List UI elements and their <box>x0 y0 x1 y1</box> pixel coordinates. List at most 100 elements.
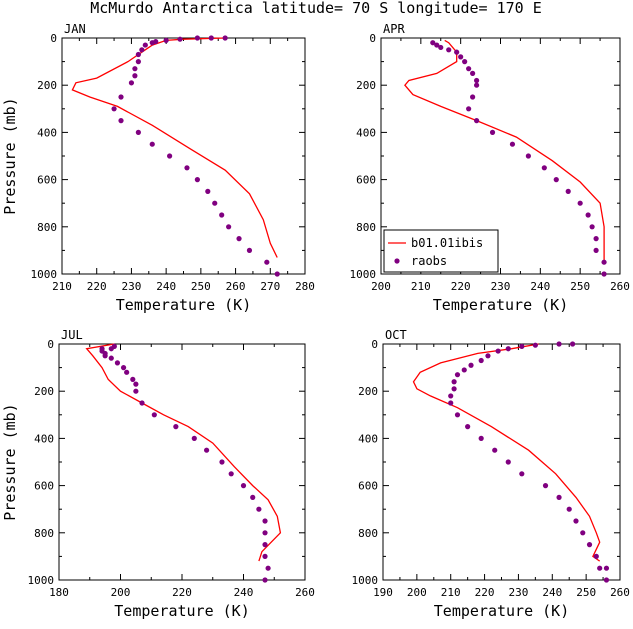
obs-point <box>120 365 127 371</box>
obs-point <box>434 42 440 48</box>
y-tick-label: 0 <box>50 32 57 45</box>
obs-point <box>603 565 610 571</box>
obs-point <box>133 381 139 387</box>
obs-point <box>163 37 169 43</box>
panel-oct: 190 200 210 220 230 240 250 260 0 200 400 600 800 100… <box>352 328 630 620</box>
obs-point <box>139 47 145 53</box>
obs-point <box>184 165 190 171</box>
obs-point <box>194 177 200 183</box>
y-tick-label: 600 <box>34 480 54 493</box>
obs-point <box>262 518 268 524</box>
obs-point <box>132 66 138 72</box>
obs-point <box>603 577 610 583</box>
obs-point <box>593 236 599 242</box>
obs-point <box>222 35 228 41</box>
legend-box <box>383 229 499 273</box>
obs-point <box>111 106 117 112</box>
x-tick-label: 200 <box>111 586 131 599</box>
y-tick-label: 400 <box>37 126 57 139</box>
x-tick-label: 240 <box>530 280 550 293</box>
obs-point <box>108 346 114 352</box>
obs-point <box>451 386 457 392</box>
y-tick-label: 400 <box>356 126 376 139</box>
obs-point <box>454 412 461 418</box>
legend-marker-swatch <box>394 258 400 264</box>
obs-point <box>461 367 467 373</box>
y-tick-label: 0 <box>371 338 378 351</box>
panel-jan: 210 220 230 240 250 260 270 280 0 200 400 600 800 100… <box>1 22 315 314</box>
obs-point <box>124 369 130 375</box>
y-tick-label: 800 <box>34 527 54 540</box>
series-line-0 <box>412 343 601 562</box>
y-tick-label: 200 <box>358 385 378 398</box>
obs-point <box>519 343 525 349</box>
y-tick-label: 1000 <box>31 268 58 281</box>
obs-point <box>212 200 218 206</box>
obs-point <box>601 271 607 277</box>
x-tick-label: 220 <box>172 586 192 599</box>
obs-point <box>589 224 595 230</box>
x-tick-label: 200 <box>407 586 427 599</box>
obs-point <box>478 435 484 441</box>
y-tick-label: 200 <box>37 79 57 92</box>
obs-point <box>474 118 480 124</box>
y-tick-label: 600 <box>356 174 376 187</box>
y-tick-label: 800 <box>358 527 378 540</box>
obs-point <box>246 247 253 253</box>
obs-point <box>250 494 256 500</box>
obs-point <box>446 47 452 53</box>
obs-point <box>586 542 593 548</box>
obs-point <box>132 73 138 79</box>
panel-jul: 180 200 220 240 260 0 200 400 600 800 1000 JUL Tempe… <box>1 328 315 620</box>
obs-point <box>580 530 586 536</box>
obs-point <box>593 247 599 253</box>
obs-point <box>556 341 562 347</box>
obs-point <box>236 236 242 242</box>
obs-point <box>553 177 559 183</box>
plot-frame <box>382 343 621 581</box>
obs-point <box>264 259 270 265</box>
obs-point <box>458 54 464 60</box>
y-tick-label: 0 <box>369 32 376 45</box>
obs-point <box>485 353 491 359</box>
y-tick-label: 400 <box>34 432 54 445</box>
obs-point <box>465 424 471 430</box>
obs-point <box>151 412 157 418</box>
y-tick-label: 1000 <box>28 574 55 587</box>
x-axis-label: Temperature (K) <box>114 602 249 620</box>
x-tick-label: 190 <box>373 586 393 599</box>
obs-point <box>470 94 476 100</box>
x-axis-label: Temperature (K) <box>434 602 569 620</box>
y-tick-label: 600 <box>37 174 57 187</box>
y-axis-label: Pressure (mb) <box>1 97 19 214</box>
y-tick-label: 600 <box>358 480 378 493</box>
obs-point <box>430 40 436 46</box>
obs-point <box>468 362 474 368</box>
obs-point <box>262 542 268 548</box>
y-axis-label: Pressure (mb) <box>1 403 19 520</box>
obs-point <box>130 376 136 382</box>
obs-point <box>577 200 583 206</box>
obs-point <box>219 212 225 218</box>
obs-point <box>585 212 591 218</box>
series-line-0 <box>404 39 605 263</box>
obs-point <box>438 44 444 51</box>
x-tick-label: 250 <box>570 280 590 293</box>
y-tick-label: 800 <box>356 221 376 234</box>
obs-point <box>173 424 179 430</box>
obs-point <box>474 82 480 88</box>
x-tick-label: 250 <box>191 280 211 293</box>
obs-point <box>470 70 476 76</box>
obs-point <box>204 447 210 453</box>
x-tick-label: 260 <box>610 586 630 599</box>
y-tick-label: 200 <box>34 385 54 398</box>
obs-point <box>108 355 114 361</box>
obs-point <box>191 435 197 441</box>
x-tick-label: 230 <box>121 280 141 293</box>
obs-point <box>149 40 155 46</box>
obs-point <box>262 530 268 536</box>
x-tick-label: 210 <box>441 586 461 599</box>
obs-point <box>509 141 516 147</box>
x-tick-label: 220 <box>475 586 495 599</box>
